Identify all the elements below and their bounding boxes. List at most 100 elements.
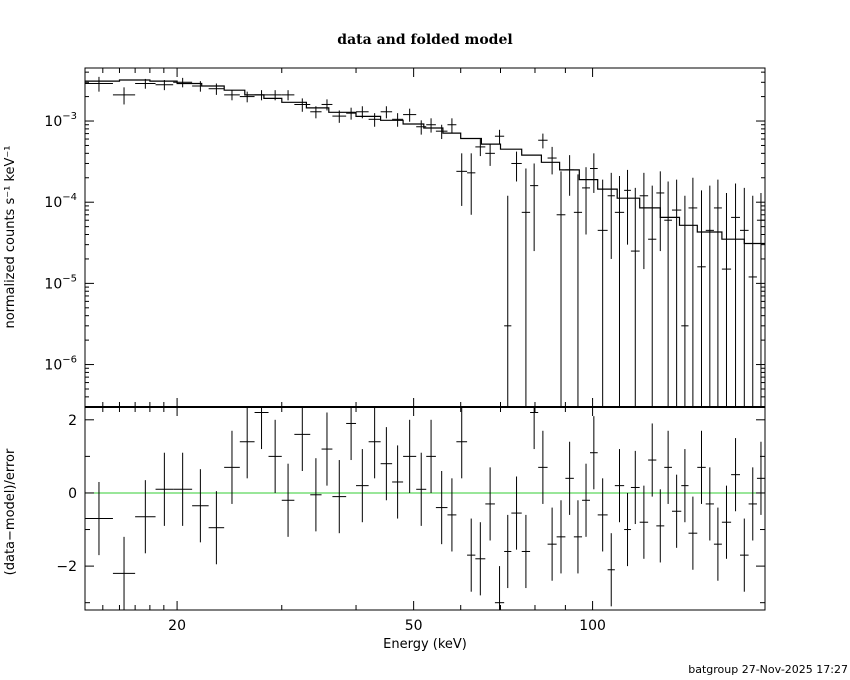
data-point [547, 146, 557, 175]
residual-point [589, 416, 598, 490]
data-point [556, 171, 566, 407]
data-point [426, 118, 436, 133]
residual-point [310, 458, 322, 532]
residual-point [356, 449, 369, 523]
data-point [281, 90, 295, 101]
residual-point [565, 441, 574, 515]
residual-point [547, 507, 557, 581]
x-tick-label: 20 [168, 618, 186, 634]
data-point [607, 172, 615, 259]
data-point [739, 187, 749, 407]
residual-point [403, 419, 417, 493]
residual-point [224, 430, 240, 504]
bottom-y-axis-label: (data−model)/error [3, 448, 18, 575]
residual-point [475, 522, 486, 596]
residual-point [426, 419, 436, 493]
data-point [356, 106, 369, 119]
residual-point [456, 407, 468, 479]
residual-point [155, 452, 174, 526]
y-tick-mantissa: 10 [44, 195, 62, 211]
residual-point [681, 449, 689, 523]
data-point [380, 106, 393, 119]
x-tick-label: 100 [579, 618, 606, 634]
data-point [521, 168, 531, 407]
residual-point [192, 469, 209, 543]
data-point [582, 167, 590, 235]
data-point [467, 153, 476, 215]
residual-point [664, 430, 672, 504]
data-point [630, 187, 640, 407]
data-point [435, 124, 448, 140]
residual-point [239, 407, 255, 479]
residual-point [688, 496, 698, 570]
top-panel-frame [84, 67, 766, 408]
residual-point [671, 474, 682, 548]
y-tick-mantissa: 10 [44, 358, 62, 374]
y-tick-label: 10−3 [44, 111, 77, 130]
data-point [224, 90, 240, 101]
residual-point [467, 518, 476, 592]
model-step-line [85, 79, 765, 245]
data-point [112, 87, 136, 105]
y-tick-label: 10−4 [44, 192, 77, 211]
data-point [705, 185, 714, 407]
data-point [475, 139, 486, 157]
data-point [239, 91, 255, 103]
data-point [664, 181, 672, 407]
data-point [530, 163, 539, 252]
data-point [346, 107, 357, 120]
residual-point [504, 514, 512, 589]
residual-point [346, 407, 357, 461]
data-point [321, 99, 333, 111]
residual-point [447, 478, 457, 552]
y-tick-exponent: −3 [62, 111, 77, 122]
bottom-panel-marks [85, 407, 765, 610]
residual-point [511, 476, 522, 550]
data-point [368, 113, 381, 127]
data-point [511, 151, 522, 182]
data-point [671, 179, 682, 407]
y-tick-exponent: −5 [62, 273, 77, 284]
residual-point [380, 427, 393, 501]
residual-point [294, 407, 311, 472]
data-point [656, 171, 665, 252]
residual-point [597, 478, 608, 552]
residual-point [556, 500, 566, 574]
data-point [392, 113, 404, 127]
data-point [748, 195, 757, 407]
bottom-panel-frame [84, 406, 766, 611]
residual-point [521, 514, 531, 589]
data-point [254, 90, 269, 101]
residual-point [435, 471, 448, 545]
data-point [85, 76, 113, 92]
data-point [614, 176, 625, 407]
residual-point [582, 463, 590, 537]
data-point [135, 78, 156, 89]
data-point [310, 106, 322, 119]
top-panel-marks [85, 76, 765, 407]
data-point [456, 153, 468, 206]
data-point [403, 108, 417, 122]
data-point [447, 118, 457, 133]
residual-point [173, 452, 193, 526]
data-point [538, 133, 548, 149]
residual-point [332, 460, 347, 534]
data-point [681, 195, 689, 407]
residual-point [607, 533, 615, 607]
data-point [597, 179, 608, 407]
data-point [173, 77, 193, 88]
residual-point [368, 407, 381, 479]
data-point [332, 110, 347, 123]
residual-point [112, 536, 136, 610]
residual-point [713, 507, 722, 581]
data-point [648, 185, 657, 407]
data-point [688, 177, 698, 407]
residual-point [85, 481, 113, 556]
y-tick-mantissa: 10 [44, 276, 62, 292]
residual-point [756, 441, 765, 515]
residual-point [538, 430, 548, 504]
data-point [624, 169, 631, 245]
y-tick-label: 10−6 [44, 355, 77, 374]
data-point [589, 153, 598, 193]
